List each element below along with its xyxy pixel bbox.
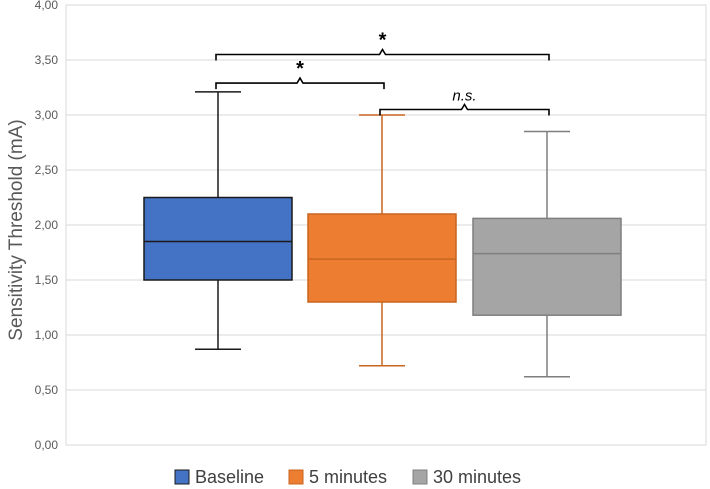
- y-tick-label: 2,00: [35, 218, 59, 232]
- legend-item: 5 minutes: [288, 467, 387, 487]
- legend-item: 30 minutes: [412, 467, 521, 487]
- box-3: [472, 130, 622, 378]
- legend-label: 5 minutes: [309, 467, 387, 487]
- legend-label: 30 minutes: [433, 467, 521, 487]
- bracket-line: [379, 102, 550, 116]
- significance-brackets: * * n.s.: [215, 30, 550, 116]
- y-tick-label: 1,50: [35, 273, 59, 287]
- legend-label: Baseline: [195, 467, 264, 487]
- legend-swatch: [288, 469, 304, 485]
- y-tick-label: 1,00: [35, 328, 59, 342]
- box-2: [307, 114, 457, 367]
- significance-label: *: [379, 30, 387, 52]
- plot-area-border: [65, 4, 707, 446]
- y-tick-label: 4,00: [35, 0, 59, 12]
- iqr-box: [143, 196, 293, 281]
- iqr-box: [472, 217, 622, 316]
- y-tick-label: 2,50: [35, 163, 59, 177]
- significance-label: *: [296, 58, 304, 80]
- y-tick-label: 0,00: [35, 438, 59, 452]
- significance-bracket: n.s.: [379, 88, 550, 116]
- legend-swatch: [412, 469, 428, 485]
- gridlines: [65, 4, 707, 446]
- y-tick-labels: 0,00 0,50 1,00 1,50 2,00 2,50 3,00 3,50 4,00: [35, 0, 59, 452]
- bracket-line: [215, 47, 550, 61]
- iqr-box: [307, 213, 457, 303]
- bracket-line: [215, 76, 385, 90]
- significance-label: n.s.: [452, 88, 476, 105]
- y-tick-label: 3,50: [35, 53, 59, 67]
- box-1: [143, 91, 293, 351]
- legend-item: Baseline: [174, 467, 264, 487]
- y-tick-label: 0,50: [35, 383, 59, 397]
- y-tick-label: 3,00: [35, 108, 59, 122]
- y-axis-label: Sensitivity Threshold (mA): [6, 119, 27, 340]
- significance-bracket: *: [215, 58, 385, 90]
- boxes: [143, 91, 622, 378]
- legend-swatch: [174, 469, 190, 485]
- legend: Baseline 5 minutes 30 minutes: [174, 467, 521, 487]
- significance-bracket: *: [215, 30, 550, 61]
